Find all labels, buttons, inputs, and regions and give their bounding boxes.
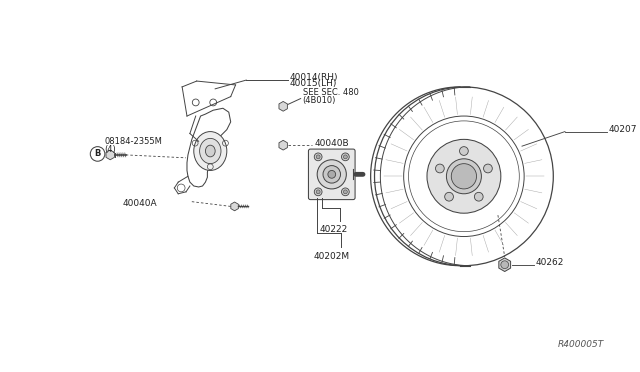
Circle shape [435, 164, 444, 173]
Circle shape [451, 164, 477, 189]
FancyBboxPatch shape [308, 149, 355, 200]
Circle shape [342, 153, 349, 161]
Text: 40207: 40207 [609, 125, 637, 134]
Circle shape [328, 170, 335, 178]
Circle shape [316, 190, 320, 194]
Circle shape [316, 155, 320, 159]
Text: 40015(LH): 40015(LH) [290, 80, 337, 89]
Text: B: B [94, 150, 100, 158]
Circle shape [427, 140, 501, 213]
Circle shape [317, 160, 346, 189]
Text: 40040B: 40040B [314, 139, 349, 148]
Ellipse shape [205, 145, 215, 157]
Circle shape [501, 261, 509, 269]
Text: 40014(RH): 40014(RH) [290, 73, 339, 82]
Text: 40202M: 40202M [314, 252, 350, 261]
Circle shape [314, 153, 322, 161]
Text: (4): (4) [104, 145, 116, 154]
Text: R400005T: R400005T [557, 340, 604, 349]
Text: 40262: 40262 [536, 258, 564, 267]
Circle shape [323, 166, 340, 183]
Text: 40040A: 40040A [123, 199, 157, 208]
Circle shape [314, 188, 322, 196]
Circle shape [445, 192, 453, 201]
Ellipse shape [200, 138, 221, 164]
Text: (4B010): (4B010) [303, 96, 336, 105]
Circle shape [460, 147, 468, 155]
Text: 40222: 40222 [319, 225, 348, 234]
Circle shape [484, 164, 492, 173]
Circle shape [474, 192, 483, 201]
Text: SEE SEC. 480: SEE SEC. 480 [303, 88, 358, 97]
Circle shape [447, 159, 481, 194]
Circle shape [344, 190, 348, 194]
Text: 08184-2355M: 08184-2355M [104, 137, 163, 146]
Ellipse shape [194, 132, 227, 170]
Circle shape [342, 188, 349, 196]
Circle shape [344, 155, 348, 159]
